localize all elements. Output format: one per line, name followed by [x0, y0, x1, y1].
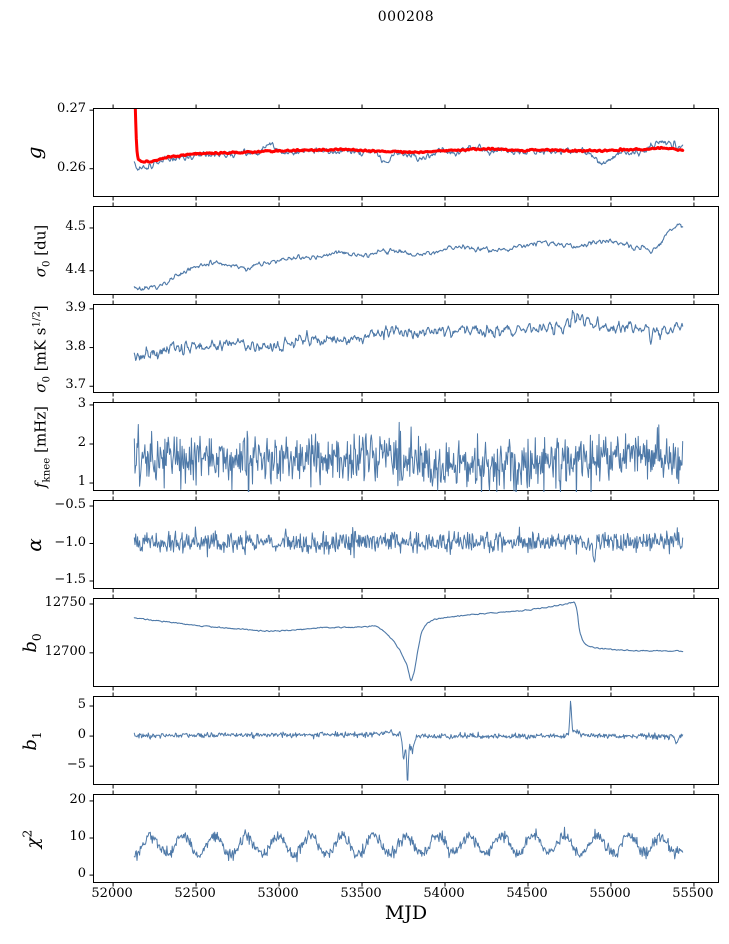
subplot-f-knee — [89, 398, 719, 495]
y-axis-label-g: g — [22, 146, 46, 159]
series-b1 — [133, 700, 684, 781]
y-tick-label: 4.4 — [65, 261, 86, 277]
series-gain-raw — [133, 140, 684, 171]
y-tick-label: 0.27 — [57, 101, 86, 117]
y-tick-label: 10 — [69, 829, 86, 844]
sigma0-mK-tick-marks — [89, 300, 695, 397]
x-tick-label: 55000 — [589, 886, 631, 901]
y-tick-label: 3.9 — [65, 299, 86, 315]
y-tick-label: 4.5 — [65, 219, 86, 234]
sigma0-mK-data-plot — [133, 310, 684, 361]
y-tick-label: 5 — [77, 697, 86, 712]
y-tick-label: 0 — [77, 866, 86, 882]
x-tick-label: 52500 — [174, 886, 216, 901]
x-tick-label: 52000 — [91, 886, 133, 901]
y-tick-label: −5 — [66, 757, 86, 773]
y-tick-label: −0.5 — [54, 497, 86, 512]
b1-tick-marks — [89, 692, 695, 789]
subplot-alpha — [89, 496, 719, 593]
sigma0-du-data-plot — [133, 223, 684, 291]
series-b0 — [133, 601, 684, 682]
x-axis-title: MJD — [384, 902, 428, 924]
y-tick-label: 0.26 — [57, 159, 86, 175]
y-axis-label-alpha: α — [22, 537, 46, 552]
subplot-b0 — [89, 594, 719, 691]
y-axis-label-b0: b0 — [20, 632, 44, 653]
alpha-data-plot — [133, 526, 684, 563]
f-knee-data-plot — [133, 421, 684, 492]
subplot-chi2 — [89, 790, 719, 887]
x-tick-label: 54000 — [423, 886, 465, 901]
subplot-sigma0-mK — [89, 300, 719, 397]
series-f-knee — [133, 421, 684, 492]
y-tick-label: −1.0 — [54, 534, 86, 550]
g-tick-marks — [89, 104, 695, 201]
g-data-plot — [133, 109, 685, 171]
chi2-data-plot — [133, 826, 684, 863]
y-tick-label: 0 — [77, 727, 86, 743]
sigma0-du-tick-marks — [89, 202, 695, 299]
alpha-tick-marks — [89, 496, 695, 593]
y-tick-label: 1 — [77, 474, 86, 489]
y-tick-label: 12750 — [44, 595, 86, 610]
b1-data-plot — [133, 700, 684, 781]
series-sigma0-du — [133, 223, 684, 291]
y-axis-label-f-knee: fknee [mHz] — [31, 405, 53, 488]
series-gain-smoothed — [133, 109, 685, 164]
x-tick-label: 53500 — [340, 886, 382, 901]
y-tick-label: −1.5 — [54, 572, 86, 587]
series-chi2 — [133, 826, 684, 863]
y-axis-label-chi2: χ2 — [20, 829, 44, 848]
x-tick-label: 53000 — [257, 886, 299, 901]
y-tick-label: 3.7 — [65, 377, 86, 393]
y-axis-label-sigma0-mK: σ0 [mK s1/2] — [31, 304, 53, 393]
y-axis-label-sigma0-du: σ0 [du] — [31, 224, 53, 277]
figure-title: 000208 — [377, 9, 435, 25]
b0-data-plot — [133, 601, 684, 682]
x-tick-label: 54500 — [506, 886, 548, 901]
y-tick-label: 3.8 — [65, 338, 86, 354]
subplot-sigma0-du — [89, 202, 719, 299]
b0-tick-marks — [89, 594, 695, 691]
series-alpha — [133, 526, 684, 563]
y-tick-label: 12700 — [44, 643, 86, 659]
f-knee-tick-marks — [89, 398, 695, 495]
y-tick-label: 3 — [77, 396, 86, 411]
x-tick-label: 55500 — [672, 886, 714, 901]
subplot-g — [89, 104, 719, 201]
y-tick-label: 2 — [77, 435, 86, 450]
series-sigma0-mK — [133, 310, 684, 361]
subplot-b1 — [89, 692, 719, 789]
y-tick-label: 20 — [69, 791, 86, 807]
chi2-tick-marks — [89, 790, 695, 887]
y-axis-label-b1: b1 — [20, 730, 44, 751]
